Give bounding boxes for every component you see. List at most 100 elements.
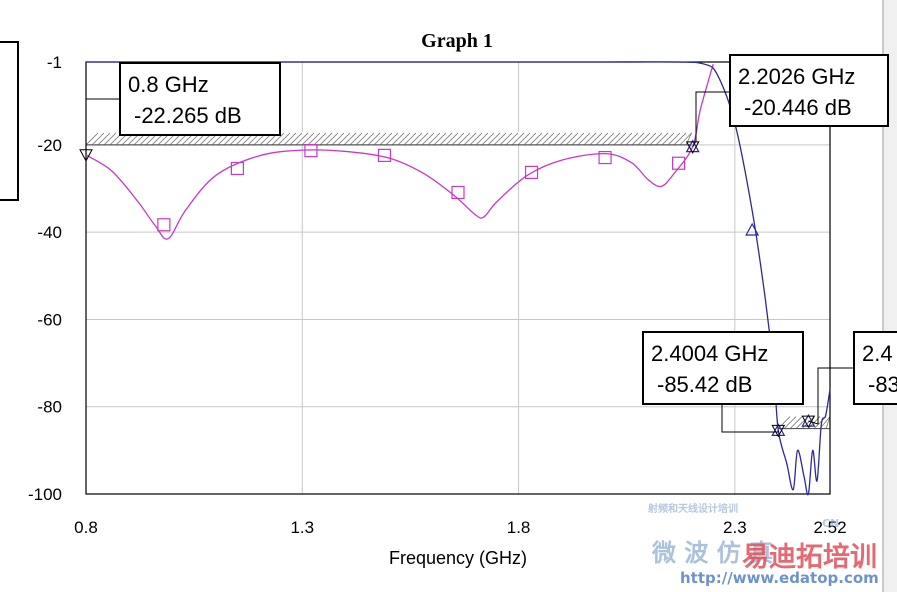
x-tick-labels: 0.8 1.3 1.8 2.3 2.52 [74,518,846,537]
annotation-value: -22.265 dB [134,103,242,128]
data-marker-triangle [685,139,700,153]
spec-hatch [571,132,585,146]
series-line-s11 [85,64,714,240]
spec-hatch [97,132,111,146]
spec-hatch [625,132,639,146]
annotation-box [853,331,897,405]
spec-hatch [385,132,399,146]
spec-hatch [493,132,507,146]
annotation-pointer [685,141,700,154]
spec-hatch [475,132,489,146]
spec-hatch [613,132,627,146]
spec-hatch [421,132,435,146]
watermark-cn-suffix: CN [822,517,839,530]
spec-hatch [505,132,519,146]
y-tick-label: -1 [47,53,62,72]
annotation-value: -83 [868,372,897,397]
spec-hatch [655,132,669,146]
spec-hatch [367,132,381,146]
spec-hatch [523,132,537,146]
spec-hatch [589,132,603,146]
spec-hatch [433,132,447,146]
spec-hatch [565,132,579,146]
annotation-leader [721,404,779,433]
x-tick-label: 2.52 [813,518,846,537]
spec-hatch [463,132,477,146]
spec-hatch [331,132,345,146]
y-tick-label: -100 [28,485,62,504]
spec-hatch [619,132,633,146]
watermark: 射频和天线设计培训 CN 微 波 仿 真 [647,502,839,567]
spec-hatch [481,132,495,146]
spec-hatch [319,132,333,146]
spec-hatch [397,132,411,146]
spec-hatch [337,132,351,146]
data-marker-triangle [745,222,760,236]
annotation-value: -85.42 dB [657,372,752,397]
spec-hatch [361,132,375,146]
spec-hatch [487,132,501,146]
annotation-box [729,54,889,127]
spec-hatch [547,132,561,146]
data-marker-square [451,185,465,200]
spec-hatch [439,132,453,146]
annotation-box [119,62,281,136]
spec-hatch [307,132,321,146]
spec-hatch [271,132,285,146]
chart-title: Graph 1 [421,30,493,52]
spec-hatch [325,132,339,146]
spec-hatch [283,132,297,146]
spec-hatch [445,132,459,146]
spec-hatch [85,132,99,146]
spec-hatch [427,132,441,146]
spec-hatch [313,132,327,146]
data-marker-square [598,150,612,165]
spec-hatch [637,132,651,146]
y-tick-label: -20 [37,136,62,155]
spec-hatch [813,416,827,429]
spec-hatch [601,132,615,146]
spec-hatch [301,132,315,146]
spec-hatch [403,132,417,146]
y-tick-label: -60 [37,310,62,329]
annotation-leader [692,91,730,148]
spec-hatch [529,132,543,146]
data-marker-square [230,161,244,176]
spec-hatch [825,416,831,429]
x-tick-label: 1.3 [290,518,314,537]
spec-hatch [595,132,609,146]
y-tick-labels: -1 -20 -40 -60 -80 -100 [28,53,62,504]
y-tick-label: -40 [37,223,62,242]
spec-hatch [535,132,549,146]
spec-hatch [415,132,429,146]
spec-hatch [667,132,681,146]
watermark-cn-left: 微 波 仿 真 [651,539,773,567]
spec-hatch [349,132,363,146]
spec-hatch [553,132,567,146]
spec-hatch [541,132,555,146]
spec-hatch [373,132,387,146]
spec-hatch [295,132,309,146]
annotation-leader [85,98,120,155]
data-marker-square [157,218,171,232]
spec-hatch [91,132,105,146]
spec-hatch [451,132,465,146]
data-marker-square [304,143,318,158]
spec-hatch [661,132,675,146]
spec-hatch [103,132,117,146]
spec-hatch [649,132,663,146]
spec-hatch [343,132,357,146]
annotation-freq: 2.2026 GHz [738,64,855,89]
annotation-pointer [79,149,93,162]
x-tick-label: 2.3 [723,518,747,537]
spec-hatch [607,132,621,146]
spec-hatch [409,132,423,146]
spec-hatch [355,132,369,146]
spec-hatch [819,416,831,429]
annotation-box [642,331,804,405]
spec-hatch [457,132,471,146]
data-marker-square [524,165,539,179]
annotation-pointer [771,424,786,438]
spec-hatch [583,132,597,146]
